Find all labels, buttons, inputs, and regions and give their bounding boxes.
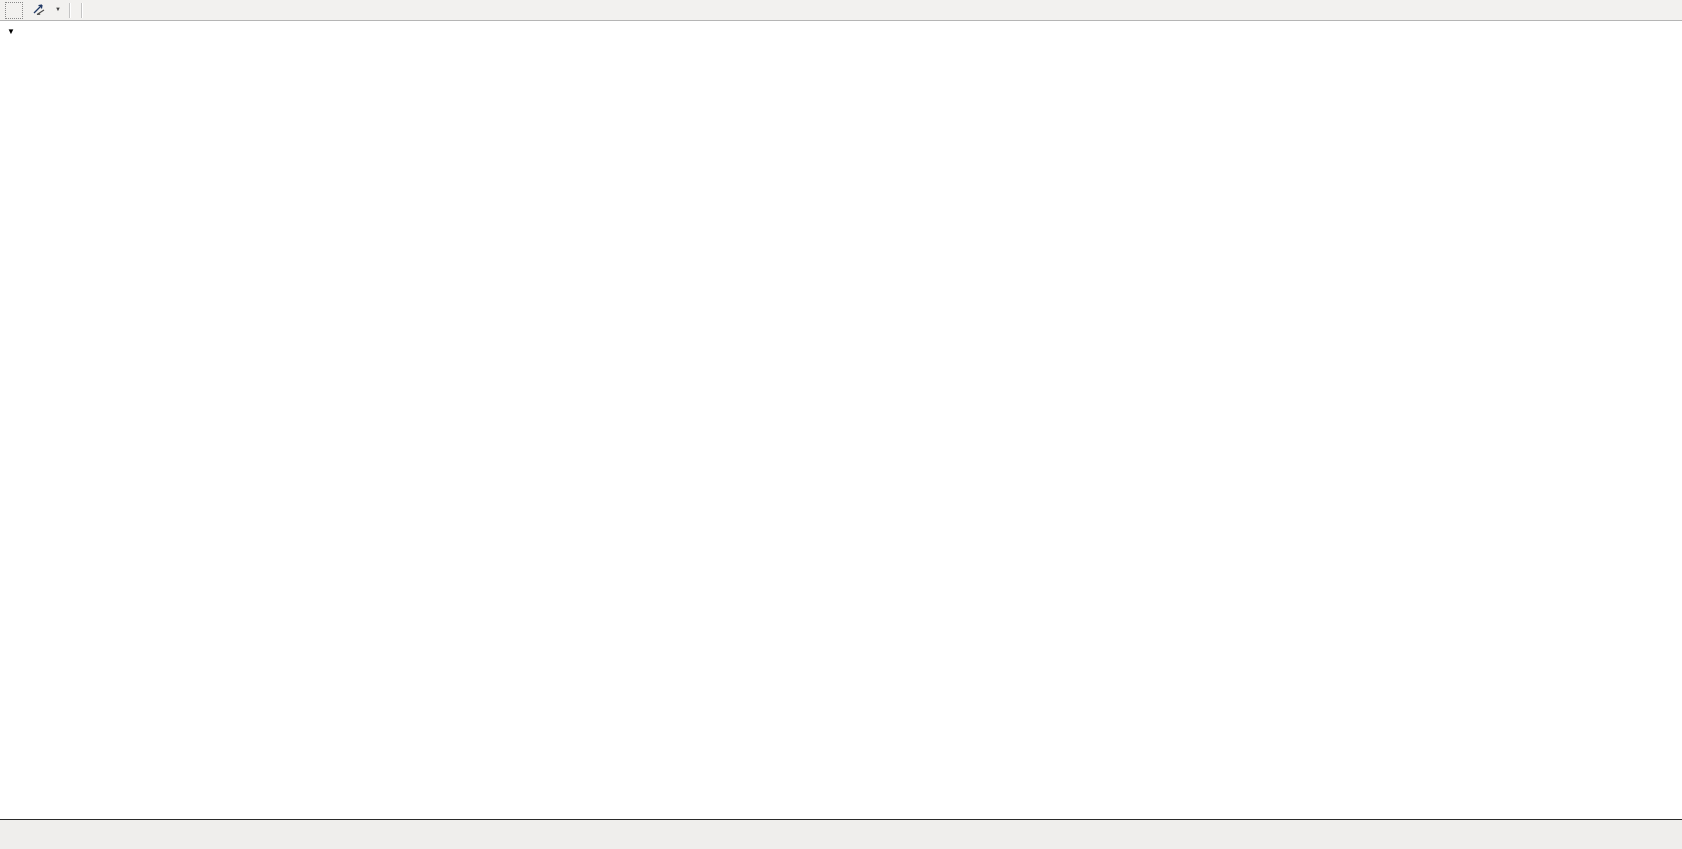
arrows-icon bbox=[32, 2, 46, 19]
chart-title: ▼ bbox=[7, 26, 24, 38]
toolbar-separator bbox=[68, 2, 71, 18]
top-toolbar: ▼ bbox=[0, 0, 1682, 21]
collapse-triangle-icon[interactable]: ▼ bbox=[7, 27, 15, 36]
text-tool-button[interactable] bbox=[5, 1, 23, 19]
arrows-dropdown-caret[interactable]: ▼ bbox=[55, 7, 61, 13]
toolbar-separator bbox=[80, 2, 83, 18]
arrows-tool-button[interactable] bbox=[25, 2, 53, 19]
symbol-tabbar bbox=[0, 819, 1682, 849]
